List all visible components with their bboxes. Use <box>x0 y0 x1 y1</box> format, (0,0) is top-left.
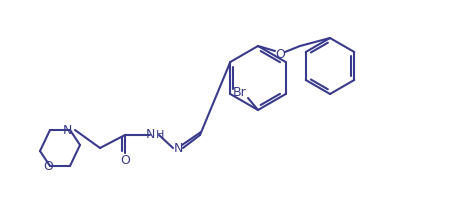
Text: H: H <box>156 130 164 140</box>
Text: O: O <box>120 153 130 166</box>
Text: N: N <box>62 124 72 138</box>
Text: N: N <box>146 128 155 141</box>
Text: O: O <box>275 47 285 60</box>
Text: O: O <box>43 159 53 173</box>
Text: N: N <box>174 141 183 155</box>
Text: Br: Br <box>233 85 247 99</box>
